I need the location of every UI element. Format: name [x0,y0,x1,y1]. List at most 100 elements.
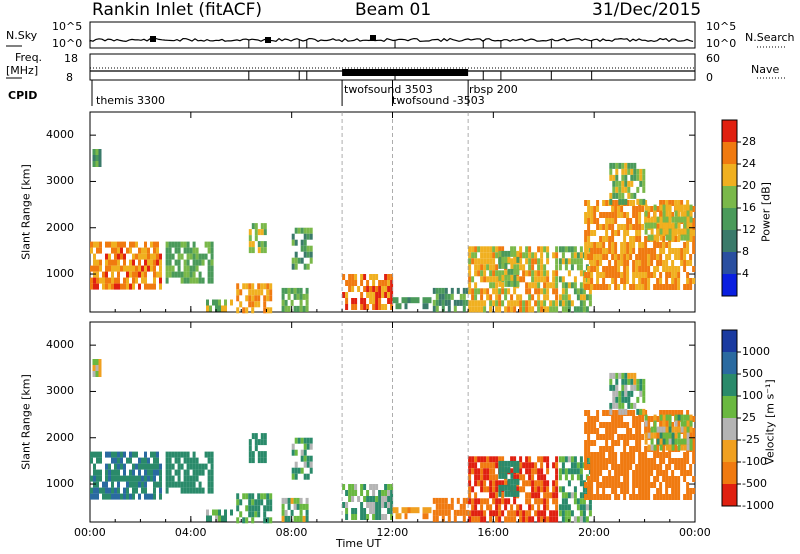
power-cell [441,299,445,306]
power-cell [674,210,678,217]
power-cell [236,289,240,296]
velocity-cell [668,494,672,500]
velocity-cell [120,493,123,500]
power-cell [132,253,135,260]
power-cell [456,287,460,294]
velocity-cell [357,496,361,502]
power-cell [468,288,472,295]
velocity-cell [653,432,657,439]
velocity-cell [599,458,603,464]
power-cell [546,288,550,295]
power-cell [498,250,502,257]
velocity-cell [620,416,624,422]
power-cell [492,258,496,265]
power-cell [513,306,517,313]
velocity-cell [366,490,370,496]
power-cell [564,246,568,253]
velocity-cell [501,466,505,473]
velocity-cell [612,402,616,409]
velocity-cell [689,414,693,421]
velocity-cell [186,475,190,482]
velocity-cell [462,509,466,516]
velocity-cell [468,510,472,517]
velocity-cell [611,428,615,434]
velocity-cell [650,444,654,451]
velocity-cell [477,456,481,463]
power-cell [587,284,591,290]
power-cell [92,161,96,167]
velocity-cell [630,384,634,391]
power-cell [584,218,588,224]
power-cell [291,263,295,270]
power-cell [513,246,517,253]
velocity-cell [99,451,102,458]
velocity-cell [293,515,297,522]
power-cell [384,280,388,286]
power-cell [579,306,583,313]
power-cell [302,293,306,300]
velocity-cell [531,462,535,469]
power-cell [263,283,267,290]
power-cell [632,206,636,212]
power-cell [495,294,499,301]
velocity-cell [513,490,517,497]
power-cell [498,262,502,269]
velocity-cell [492,486,496,493]
velocity-cell [528,456,532,463]
velocity-cell [689,438,693,445]
power-cell [150,253,153,260]
velocity-cell [192,457,196,464]
velocity-cell [665,432,669,439]
power-cell [495,252,499,259]
velocity-cell [294,467,298,474]
velocity-cell [147,463,150,470]
velocity-cell [626,458,630,464]
velocity-cell [635,440,639,446]
power-cell [495,264,499,271]
power-cell [168,271,172,278]
power-cell [483,246,487,253]
velocity-cell [546,504,550,511]
power-cell [198,253,202,260]
velocity-cell [93,469,96,476]
velocity-cell [638,488,642,494]
velocity-cell [635,482,639,488]
power-cell [296,287,300,294]
velocity-cell [614,416,618,422]
power-cell [129,259,132,266]
velocity-cell [528,510,532,517]
power-cell [260,223,264,230]
power-cell [638,278,642,284]
power-cell [432,305,436,312]
power-cell [587,242,591,248]
velocity-cell [680,464,684,470]
velocity-cell [192,481,196,488]
velocity-cell [462,503,466,510]
velocity-cell [647,428,651,434]
velocity-cell [300,455,304,462]
velocity-cell [599,494,603,500]
velocity-cell [438,509,442,516]
power-cell [510,262,514,269]
power-cell [120,253,123,260]
power-cell [150,265,153,272]
power-cell [668,254,672,260]
velocity-cell [303,455,307,462]
power-cell [683,210,687,217]
velocity-cell [650,426,654,433]
power-cell [459,299,463,306]
velocity-cell [567,480,571,487]
power-cell [480,300,484,307]
power-cell [99,265,102,272]
velocity-cell [480,510,484,517]
power-cell [303,227,307,234]
velocity-cell [498,504,502,511]
velocity-cell [135,451,138,458]
power-cell [567,258,571,265]
power-cell [462,305,466,312]
velocity-cell [138,475,141,482]
power-cell [692,206,696,212]
velocity-cell [123,469,126,476]
velocity-cell [366,502,370,508]
velocity-cell [609,378,613,385]
